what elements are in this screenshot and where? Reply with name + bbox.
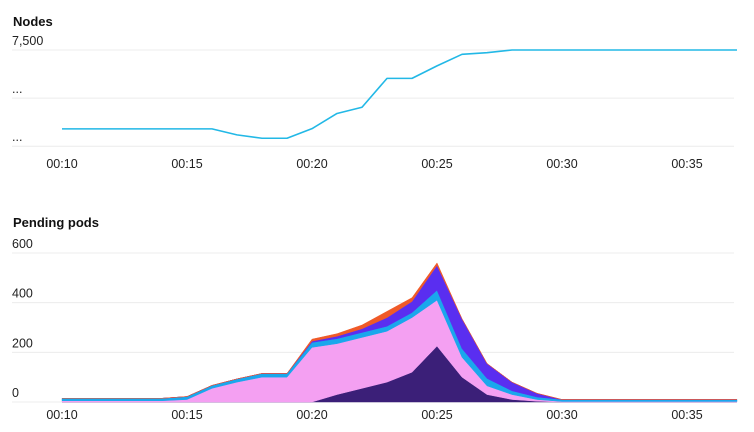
x-tick-label: 00:10 [46,157,77,171]
y-tick-label: 600 [12,237,33,251]
y-tick-label: 400 [12,287,33,301]
x-tick-label: 00:25 [421,157,452,171]
x-tick-label: 00:20 [296,408,327,422]
pending-pods-chart-title: Pending pods [13,215,99,230]
nodes-chart-title: Nodes [13,14,53,29]
y-tick-label: ... [12,82,22,96]
x-tick-label: 00:30 [546,408,577,422]
x-tick-label: 00:25 [421,408,452,422]
series-line [62,49,737,140]
y-tick-label: 7,500 [12,34,43,48]
x-tick-label: 00:35 [671,408,702,422]
x-tick-label: 00:10 [46,408,77,422]
y-tick-label: ... [12,130,22,144]
pending-pods-chart: 600 400 200 0 00:10 00:15 00:20 00:25 00:30 00:35 [12,237,738,422]
x-tick-label: 00:30 [546,157,577,171]
x-tick-label: 00:15 [171,408,202,422]
y-tick-label: 0 [12,386,19,400]
nodes-chart: 7,500...... 00:10 00:15 00:20 00:25 00:30 00:3… [12,34,737,171]
x-tick-label: 00:15 [171,157,202,171]
y-tick-label: 200 [12,336,33,350]
x-tick-label: 00:20 [296,157,327,171]
stacked-area-series [62,262,737,400]
x-tick-label: 00:35 [671,157,702,171]
